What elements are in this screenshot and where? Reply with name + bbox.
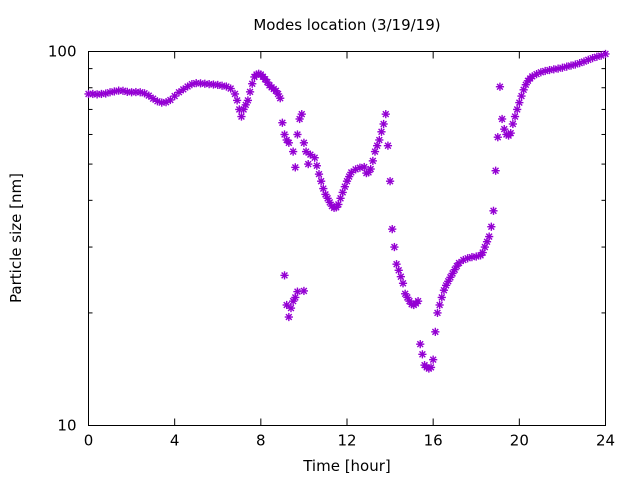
x-tick-label: 12 — [337, 432, 356, 450]
data-point — [495, 82, 505, 91]
data-point — [517, 91, 526, 101]
data-point — [299, 286, 309, 296]
data-point — [306, 150, 315, 159]
data-point — [491, 166, 500, 175]
x-tick-label: 0 — [84, 432, 94, 450]
data-point — [392, 260, 401, 269]
chart-title: Modes location (3/19/19) — [253, 16, 440, 34]
data-point — [401, 289, 410, 298]
data-point — [319, 184, 328, 193]
x-tick-label: 4 — [170, 432, 180, 450]
data-point — [426, 363, 436, 372]
data-point — [312, 161, 321, 170]
data-point — [226, 84, 235, 93]
x-tick-label: 8 — [256, 432, 266, 450]
data-point — [245, 87, 255, 96]
data-point — [280, 271, 289, 280]
data-point — [388, 225, 397, 234]
data-point — [248, 79, 257, 88]
data-point — [301, 147, 311, 156]
data-point — [243, 96, 253, 105]
data-point — [304, 159, 313, 169]
data-point — [297, 110, 306, 119]
data-point — [276, 94, 285, 103]
data-point — [299, 138, 309, 147]
x-tick-label: 16 — [424, 432, 443, 450]
data-point — [433, 308, 442, 318]
data-point — [385, 177, 395, 186]
data-point — [508, 119, 517, 129]
data-point — [493, 133, 502, 142]
plot-frame — [88, 51, 606, 426]
data-point — [489, 206, 498, 215]
y-tick-label: 10 — [57, 417, 76, 435]
data-point — [366, 164, 375, 174]
data-point — [289, 147, 298, 156]
data-point — [485, 232, 494, 241]
data-point — [368, 156, 377, 165]
data-point — [418, 350, 427, 359]
data-point — [336, 194, 345, 203]
data-point — [413, 297, 423, 306]
data-point — [379, 119, 388, 129]
data-point — [237, 112, 246, 121]
y-minor-ticks — [88, 68, 606, 314]
data-point — [487, 222, 496, 231]
data-points — [84, 49, 610, 373]
data-point — [282, 300, 291, 310]
data-point — [310, 153, 319, 162]
data-point — [383, 141, 393, 150]
x-tick-label: 20 — [510, 432, 529, 450]
data-point — [398, 279, 408, 288]
data-point — [435, 300, 444, 310]
y-tick-label: 100 — [48, 43, 77, 61]
data-point — [284, 312, 293, 322]
data-point — [347, 168, 356, 177]
data-point — [513, 105, 522, 114]
y-axis-label: Particle size [nm] — [7, 173, 25, 303]
data-point — [381, 110, 390, 119]
x-tick-label: 24 — [596, 432, 615, 450]
data-point — [230, 89, 240, 99]
data-point — [394, 266, 403, 275]
data-point — [377, 127, 386, 136]
data-point — [431, 327, 440, 336]
data-point — [375, 135, 384, 145]
data-point — [390, 242, 399, 252]
data-point — [161, 98, 171, 107]
data-point — [510, 112, 520, 121]
data-point — [286, 304, 296, 313]
data-point — [291, 293, 300, 302]
data-point — [317, 177, 326, 186]
data-point — [506, 129, 515, 138]
x-axis-label: Time [hour] — [302, 457, 391, 475]
data-point — [334, 200, 343, 209]
data-point — [498, 114, 507, 124]
data-point — [360, 162, 369, 172]
data-point — [342, 177, 352, 186]
data-point — [437, 293, 446, 302]
y-axis-ticks: 10 100 — [48, 43, 606, 435]
data-point — [233, 96, 242, 105]
data-point — [278, 118, 287, 127]
data-point — [293, 287, 302, 296]
data-point — [314, 170, 324, 179]
data-point — [429, 355, 438, 364]
data-point — [179, 85, 188, 94]
data-point — [284, 138, 293, 147]
data-point — [293, 130, 302, 139]
data-point — [170, 91, 179, 101]
data-point — [416, 340, 425, 349]
x-axis-ticks: 0 4 8 12 16 20 24 — [84, 51, 615, 450]
data-point — [370, 147, 380, 156]
data-point — [454, 258, 464, 268]
data-point — [291, 163, 300, 172]
data-point — [515, 98, 524, 107]
data-point — [601, 49, 610, 59]
data-point — [396, 272, 405, 281]
